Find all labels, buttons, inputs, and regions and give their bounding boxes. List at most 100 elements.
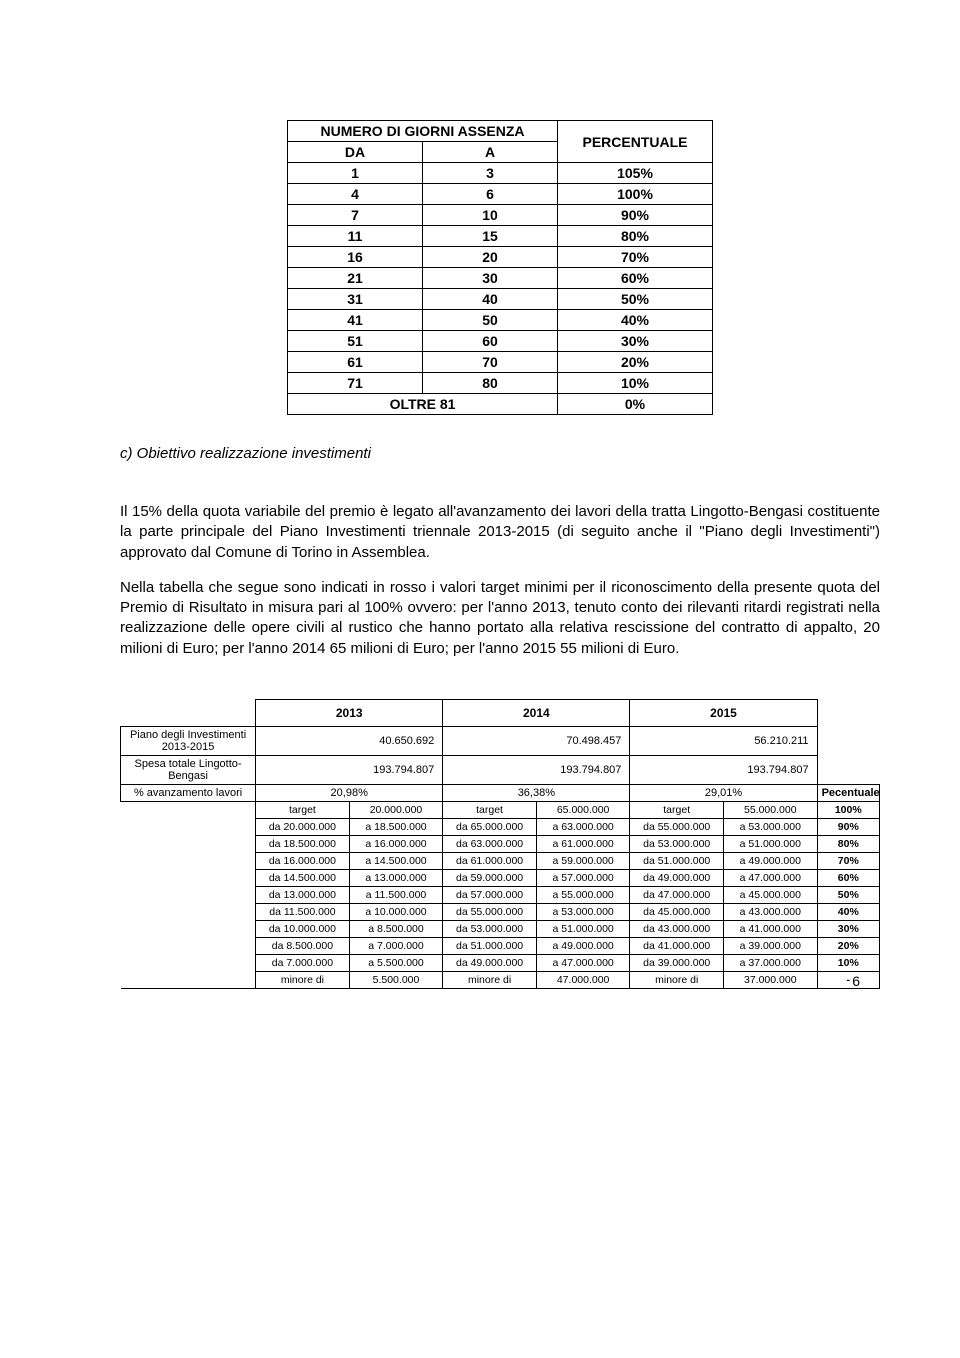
invest-range-y2b: 65.000.000 <box>536 801 630 818</box>
invest-row-piano-label: Piano degli Investimenti 2013-2015 <box>121 726 256 755</box>
invest-range-blank <box>121 920 256 937</box>
invest-range-y3b: a 37.000.000 <box>723 954 817 971</box>
invest-row-avanz-2014: 36,38% <box>443 784 630 801</box>
invest-range-perc: - <box>817 971 879 988</box>
invest-range-y3a: da 41.000.000 <box>630 937 724 954</box>
invest-range-y1b: a 14.500.000 <box>349 852 443 869</box>
invest-range-y1a: target <box>256 801 350 818</box>
invest-range-y3b: a 43.000.000 <box>723 903 817 920</box>
invest-range-perc: 40% <box>817 903 879 920</box>
absence-oltre-label: OLTRE 81 <box>288 394 558 415</box>
absence-cell-perc: 90% <box>558 205 713 226</box>
invest-range-y3b: a 53.000.000 <box>723 818 817 835</box>
absence-cell-da: 11 <box>288 226 423 247</box>
invest-range-y1a: da 14.500.000 <box>256 869 350 886</box>
section-c-label: c) Obiettivo realizzazione investimenti <box>120 445 880 462</box>
absence-table: NUMERO DI GIORNI ASSENZA PERCENTUALE DA … <box>287 120 713 415</box>
absence-cell-da: 1 <box>288 163 423 184</box>
absence-header-group: NUMERO DI GIORNI ASSENZA <box>288 121 558 142</box>
absence-cell-da: 16 <box>288 247 423 268</box>
absence-cell-perc: 60% <box>558 268 713 289</box>
invest-range-y2b: a 51.000.000 <box>536 920 630 937</box>
invest-range-y1b: 5.500.000 <box>349 971 443 988</box>
invest-row-avanz-2013: 20,98% <box>256 784 443 801</box>
invest-range-y2a: da 55.000.000 <box>443 903 537 920</box>
invest-range-perc: 50% <box>817 886 879 903</box>
invest-range-y2b: a 63.000.000 <box>536 818 630 835</box>
invest-range-y3b: a 47.000.000 <box>723 869 817 886</box>
absence-oltre-perc: 0% <box>558 394 713 415</box>
invest-range-y2a: da 63.000.000 <box>443 835 537 852</box>
invest-range-y1b: a 5.500.000 <box>349 954 443 971</box>
invest-range-y3a: da 49.000.000 <box>630 869 724 886</box>
invest-range-y2b: a 53.000.000 <box>536 903 630 920</box>
absence-cell-a: 50 <box>423 310 558 331</box>
invest-range-y1b: a 18.500.000 <box>349 818 443 835</box>
invest-range-y2a: target <box>443 801 537 818</box>
absence-cell-perc: 10% <box>558 373 713 394</box>
invest-range-y1a: da 13.000.000 <box>256 886 350 903</box>
invest-range-y1b: a 8.500.000 <box>349 920 443 937</box>
absence-cell-perc: 40% <box>558 310 713 331</box>
invest-range-y2a: da 65.000.000 <box>443 818 537 835</box>
invest-range-y3b: a 45.000.000 <box>723 886 817 903</box>
absence-cell-a: 80 <box>423 373 558 394</box>
invest-row-spesa-label: Spesa totale Lingotto-Bengasi <box>121 755 256 784</box>
invest-year-2015: 2015 <box>630 699 817 726</box>
invest-range-perc: 80% <box>817 835 879 852</box>
invest-range-y2b: a 47.000.000 <box>536 954 630 971</box>
absence-cell-perc: 70% <box>558 247 713 268</box>
paragraph-2: Nella tabella che segue sono indicati in… <box>120 578 880 659</box>
invest-perc-header: Pecentuale <box>817 784 879 801</box>
absence-cell-a: 6 <box>423 184 558 205</box>
absence-cell-a: 3 <box>423 163 558 184</box>
invest-range-y1a: da 8.500.000 <box>256 937 350 954</box>
page-number: 6 <box>852 973 860 989</box>
invest-range-perc: 70% <box>817 852 879 869</box>
absence-header-da: DA <box>288 142 423 163</box>
invest-range-y2a: da 59.000.000 <box>443 869 537 886</box>
absence-cell-da: 71 <box>288 373 423 394</box>
invest-range-perc: 20% <box>817 937 879 954</box>
absence-cell-a: 40 <box>423 289 558 310</box>
invest-range-y2a: da 61.000.000 <box>443 852 537 869</box>
invest-range-blank <box>121 818 256 835</box>
invest-range-y1b: 20.000.000 <box>349 801 443 818</box>
invest-range-y2a: da 51.000.000 <box>443 937 537 954</box>
invest-range-y3a: da 51.000.000 <box>630 852 724 869</box>
invest-range-blank <box>121 869 256 886</box>
absence-cell-da: 7 <box>288 205 423 226</box>
invest-range-y1b: a 13.000.000 <box>349 869 443 886</box>
absence-cell-da: 31 <box>288 289 423 310</box>
invest-range-y2b: a 59.000.000 <box>536 852 630 869</box>
invest-range-y1a: da 11.500.000 <box>256 903 350 920</box>
absence-cell-a: 15 <box>423 226 558 247</box>
invest-row-piano-2013: 40.650.692 <box>256 726 443 755</box>
absence-cell-a: 70 <box>423 352 558 373</box>
invest-range-y3a: da 43.000.000 <box>630 920 724 937</box>
invest-range-y3b: a 41.000.000 <box>723 920 817 937</box>
invest-range-y3b: a 49.000.000 <box>723 852 817 869</box>
invest-range-y2b: a 61.000.000 <box>536 835 630 852</box>
invest-range-y3b: a 51.000.000 <box>723 835 817 852</box>
invest-row-piano-2015: 56.210.211 <box>630 726 817 755</box>
absence-header-a: A <box>423 142 558 163</box>
invest-year-2013: 2013 <box>256 699 443 726</box>
invest-range-blank <box>121 835 256 852</box>
invest-range-y3b: a 39.000.000 <box>723 937 817 954</box>
invest-range-y3a: target <box>630 801 724 818</box>
absence-cell-da: 41 <box>288 310 423 331</box>
invest-year-2014: 2014 <box>443 699 630 726</box>
invest-range-y1b: a 11.500.000 <box>349 886 443 903</box>
invest-range-y3a: da 47.000.000 <box>630 886 724 903</box>
invest-range-y2a: da 57.000.000 <box>443 886 537 903</box>
invest-range-y1a: minore di <box>256 971 350 988</box>
invest-range-y3a: da 53.000.000 <box>630 835 724 852</box>
invest-row-piano-2014: 70.498.457 <box>443 726 630 755</box>
absence-cell-a: 20 <box>423 247 558 268</box>
invest-range-y1a: da 7.000.000 <box>256 954 350 971</box>
invest-range-y2b: a 55.000.000 <box>536 886 630 903</box>
invest-row-avanz-label: % avanzamento lavori <box>121 784 256 801</box>
invest-range-y3a: da 55.000.000 <box>630 818 724 835</box>
invest-row-spesa-2014: 193.794.807 <box>443 755 630 784</box>
